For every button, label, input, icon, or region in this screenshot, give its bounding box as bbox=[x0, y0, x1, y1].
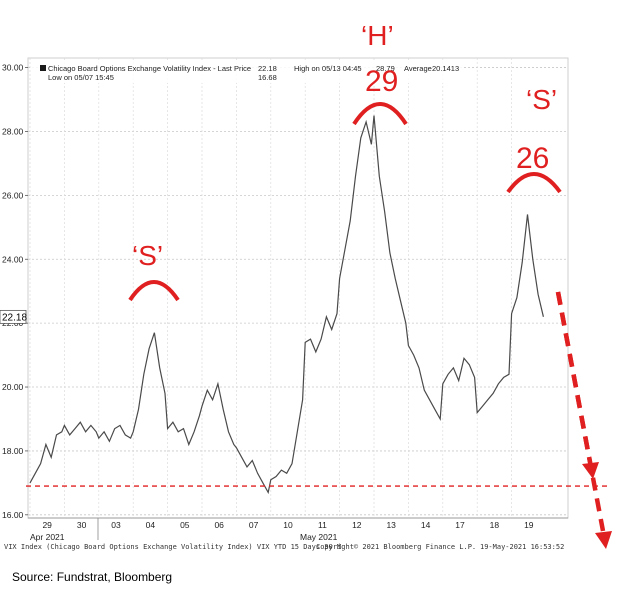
x-tick-label: 14 bbox=[421, 520, 431, 530]
svg-text:22.18: 22.18 bbox=[2, 312, 27, 323]
x-tick-label: 06 bbox=[214, 520, 224, 530]
x-tick-label: 07 bbox=[249, 520, 259, 530]
legend-last-value: 22.18 bbox=[258, 64, 277, 73]
right-shoulder-arc bbox=[506, 172, 562, 194]
legend-average-value: 20.1413 bbox=[432, 64, 459, 73]
footer-right: 19-May-2021 16:53:52 bbox=[480, 543, 564, 551]
legend-average-label: Average bbox=[404, 64, 432, 73]
head-label: ‘H’ bbox=[361, 20, 394, 51]
y-tick-label: 28.00 bbox=[2, 126, 24, 136]
y-tick-label: 20.00 bbox=[2, 382, 24, 392]
x-axis-ticks: 29 30 03 04 05 06 07 10 11 12 13 14 17 18 19 Apr 2021 Ma… bbox=[28, 517, 568, 542]
y-tick-label: 16.00 bbox=[2, 510, 24, 520]
head-value-label: 29 bbox=[365, 65, 398, 98]
x-tick-label: 11 bbox=[318, 520, 327, 530]
x-tick-label: 12 bbox=[352, 520, 362, 530]
vix-price-line bbox=[29, 115, 544, 495]
footer-center: Copyright© 2021 Bloomberg Finance L.P. bbox=[316, 543, 476, 551]
left-shoulder-arc bbox=[128, 280, 180, 302]
x-tick-label: 03 bbox=[111, 520, 121, 530]
source-note: Source: Fundstrat, Bloomberg bbox=[12, 570, 173, 584]
x-month-label: May 2021 bbox=[300, 532, 338, 542]
legend: Chicago Board Options Exchange Volatilit… bbox=[32, 61, 462, 83]
x-tick-label: 05 bbox=[180, 520, 190, 530]
x-tick-label: 17 bbox=[455, 520, 465, 530]
x-tick-label: 19 bbox=[524, 520, 534, 530]
y-tick-label: 26.00 bbox=[2, 190, 24, 200]
legend-swatch bbox=[40, 65, 46, 71]
y-tick-label: 18.00 bbox=[2, 446, 24, 456]
left-shoulder-label: ‘S’ bbox=[132, 240, 163, 271]
x-tick-label: 13 bbox=[386, 520, 396, 530]
projection-arrow-long bbox=[555, 291, 612, 549]
head-arc bbox=[352, 102, 408, 126]
right-shoulder-label: ‘S’ bbox=[526, 84, 557, 115]
plot-area bbox=[27, 57, 569, 519]
legend-low-value: 16.68 bbox=[258, 73, 277, 82]
footer-left: VIX Index (Chicago Board Options Exchang… bbox=[4, 543, 341, 551]
annotation-left-shoulder: ‘S’ bbox=[128, 240, 180, 302]
x-tick-label: 30 bbox=[77, 520, 87, 530]
x-month-label: Apr 2021 bbox=[30, 532, 65, 542]
legend-series-label: Chicago Board Options Exchange Volatilit… bbox=[48, 64, 251, 73]
x-tick-label: 10 bbox=[283, 520, 293, 530]
legend-high-value: 28.79 bbox=[376, 64, 395, 73]
x-tick-label: 29 bbox=[42, 520, 52, 530]
y-tick-label: 30.00 bbox=[2, 63, 24, 73]
legend-high-label: High on 05/13 04:45 bbox=[294, 64, 362, 73]
annotation-right-shoulder: ‘S’ 26 bbox=[506, 84, 562, 194]
y-tick-label: 24.00 bbox=[2, 254, 24, 264]
annotation-head: ‘H’ 29 bbox=[352, 20, 408, 126]
x-tick-label: 18 bbox=[490, 520, 500, 530]
legend-low-label: Low on 05/07 15:45 bbox=[48, 73, 114, 82]
x-tick-label: 04 bbox=[146, 520, 156, 530]
last-price-tag: 22.18 bbox=[0, 309, 27, 324]
right-shoulder-value-label: 26 bbox=[516, 142, 549, 175]
